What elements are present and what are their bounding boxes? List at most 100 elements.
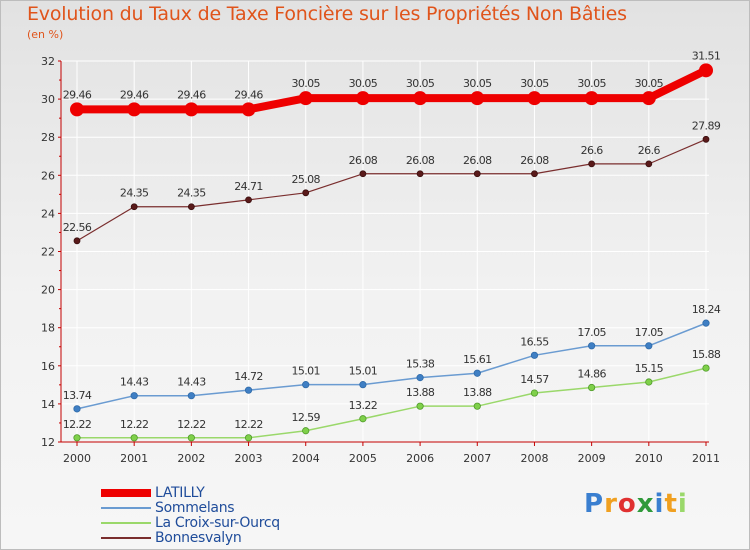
y-tick-label: 22 [41, 246, 55, 259]
x-tick-label: 2000 [63, 452, 91, 465]
data-label-croix: 13.88 [463, 386, 492, 399]
data-point-sommelans [702, 319, 710, 327]
data-label-latilly: 31.51 [692, 49, 721, 62]
data-point-bonnesvalyn [73, 237, 81, 245]
x-tick-label: 2008 [520, 452, 548, 465]
data-point-latilly [699, 63, 713, 78]
series-layer [70, 63, 713, 442]
data-point-bonnesvalyn [130, 203, 138, 211]
data-label-bonnesvalyn: 26.6 [638, 144, 661, 157]
data-label-bonnesvalyn: 26.08 [349, 154, 378, 167]
data-label-croix: 14.86 [577, 368, 606, 381]
data-label-sommelans: 15.61 [463, 353, 492, 366]
legend-swatch-sommelans [101, 507, 151, 509]
data-point-sommelans [302, 381, 310, 389]
data-point-croix [359, 415, 367, 423]
x-tick-label: 2005 [349, 452, 377, 465]
data-label-sommelans: 15.01 [349, 365, 378, 378]
data-label-bonnesvalyn: 26.08 [463, 154, 492, 167]
data-point-croix [73, 434, 81, 442]
data-point-latilly [241, 102, 256, 117]
x-tick-label: 2002 [177, 452, 205, 465]
data-label-croix: 15.15 [635, 362, 664, 375]
legend-swatch-bonnesvalyn [101, 537, 151, 539]
data-label-croix: 12.22 [63, 418, 92, 431]
series-line-croix [76, 367, 707, 439]
data-point-croix [130, 434, 138, 442]
data-label-sommelans: 14.72 [234, 370, 263, 383]
data-point-latilly [298, 91, 313, 106]
data-point-bonnesvalyn [531, 170, 538, 178]
y-tick-label: 12 [41, 436, 55, 449]
logo-letter: o [617, 489, 637, 519]
data-point-bonnesvalyn [416, 170, 424, 178]
data-point-latilly [641, 91, 656, 106]
data-label-croix: 15.88 [692, 348, 721, 361]
data-point-latilly [527, 91, 542, 106]
data-label-sommelans: 17.05 [635, 326, 664, 339]
data-point-bonnesvalyn [302, 189, 310, 197]
series-line-latilly [73, 66, 710, 114]
data-point-sommelans [130, 392, 138, 400]
data-label-sommelans: 13.74 [63, 389, 92, 402]
data-point-sommelans [645, 342, 653, 350]
legend-label-bonnesvalyn: Bonnesvalyn [155, 530, 242, 546]
data-label-croix: 12.22 [234, 418, 263, 431]
data-point-sommelans [73, 405, 81, 413]
grid-layer [61, 60, 709, 443]
x-tick-label: 2007 [463, 452, 491, 465]
data-label-sommelans: 14.43 [120, 376, 149, 389]
logo-letter: t [664, 489, 678, 519]
data-point-latilly [127, 102, 142, 117]
proxiti-logo: Proxiti [584, 489, 688, 519]
data-point-sommelans [416, 374, 424, 382]
legend-label-latilly: LATILLY [155, 485, 205, 501]
data-label-croix: 12.59 [291, 411, 320, 424]
data-point-sommelans [588, 342, 596, 350]
data-point-latilly [470, 91, 485, 106]
data-point-latilly [184, 102, 199, 117]
x-tick-label: 2011 [692, 452, 720, 465]
legend-item-bonnesvalyn[interactable]: Bonnesvalyn [101, 530, 341, 547]
data-label-latilly: 30.05 [577, 77, 606, 90]
data-label-bonnesvalyn: 26.6 [581, 144, 604, 157]
data-point-bonnesvalyn [359, 170, 367, 178]
legend-item-latilly[interactable]: LATILLY [101, 485, 341, 502]
y-tick-label: 18 [41, 322, 55, 335]
data-label-croix: 12.22 [177, 418, 206, 431]
y-tick-label: 26 [41, 169, 55, 182]
data-label-latilly: 29.46 [120, 88, 149, 101]
y-tick-label: 24 [41, 207, 55, 220]
data-point-latilly [584, 91, 599, 106]
x-tick-label: 2009 [578, 452, 606, 465]
legend-label-sommelans: Sommelans [155, 500, 235, 516]
data-label-sommelans: 16.55 [520, 335, 549, 348]
data-point-latilly [355, 91, 370, 106]
x-tick-label: 2001 [120, 452, 148, 465]
legend-item-croix[interactable]: La Croix-sur-Ourcq [101, 515, 341, 532]
data-point-bonnesvalyn [702, 135, 710, 143]
data-label-latilly: 30.05 [349, 77, 378, 90]
data-point-bonnesvalyn [645, 160, 653, 168]
data-label-bonnesvalyn: 24.71 [234, 180, 263, 193]
axis-layer: 12 14 16 18 20 22 24 26 28 30 32 2000 2001 2002 2003 20… [41, 55, 720, 465]
x-tick-label: 2004 [292, 452, 320, 465]
data-label-croix: 12.22 [120, 418, 149, 431]
data-point-sommelans [530, 351, 539, 359]
data-label-bonnesvalyn: 24.35 [120, 187, 149, 200]
legend-item-sommelans[interactable]: Sommelans [101, 500, 341, 517]
logo-letter: x [636, 489, 655, 519]
data-label-latilly: 30.05 [291, 77, 320, 90]
series-line-sommelans [76, 322, 707, 410]
legend-swatch-latilly [101, 489, 151, 497]
x-tick-label: 2010 [635, 452, 663, 465]
unit-label: (en %) [27, 28, 64, 41]
data-label-latilly: 30.05 [635, 77, 664, 90]
data-point-croix [244, 434, 253, 442]
data-point-croix [645, 378, 653, 386]
data-label-sommelans: 18.24 [692, 303, 721, 316]
chart-title: Evolution du Taux de Taxe Foncière sur l… [27, 3, 627, 25]
data-point-bonnesvalyn [245, 196, 252, 204]
data-label-bonnesvalyn: 26.08 [406, 154, 435, 167]
data-point-latilly [413, 91, 428, 106]
